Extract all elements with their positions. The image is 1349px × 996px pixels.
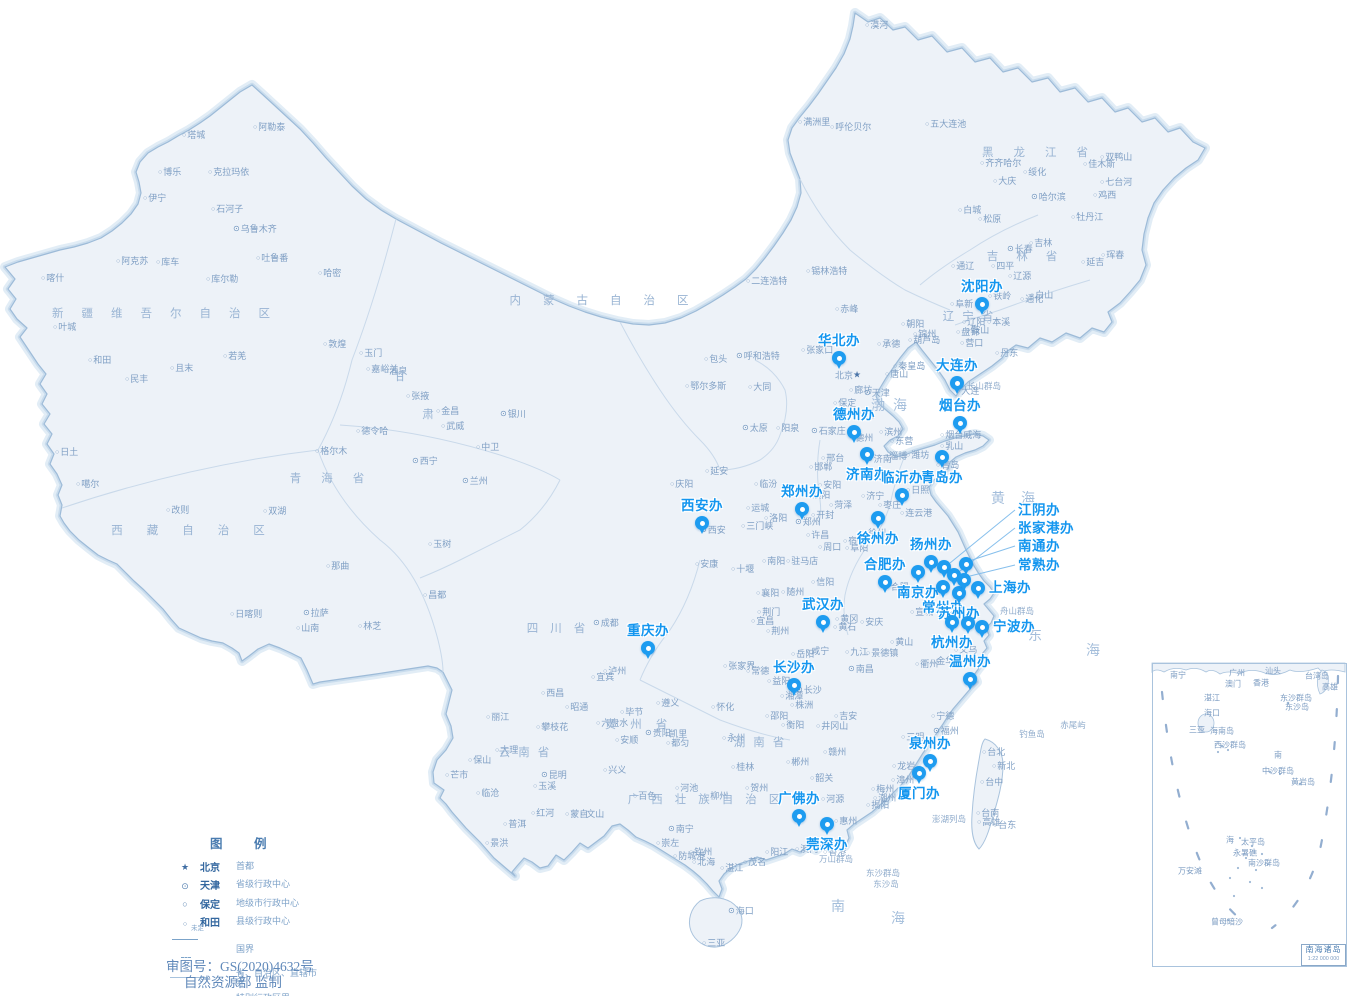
- office-pin-icon[interactable]: [975, 297, 989, 315]
- office-pin-icon[interactable]: [847, 425, 861, 443]
- office-label: 郑州办: [781, 483, 823, 499]
- office-label: 大连办: [936, 357, 978, 373]
- office-pin-icon[interactable]: [792, 809, 806, 827]
- office-pin-icon[interactable]: [832, 351, 846, 369]
- office-label: 烟台办: [939, 397, 981, 413]
- office-label: 扬州办: [910, 536, 952, 552]
- office-pin-icon[interactable]: [816, 615, 830, 633]
- leader-line: [971, 545, 1016, 561]
- office-pin-icon[interactable]: [795, 502, 809, 520]
- office-label: 武汉办: [802, 596, 844, 612]
- office-label: 长沙办: [773, 659, 815, 675]
- office-pin-icon[interactable]: [911, 565, 925, 583]
- office-label: 宁波办: [993, 619, 1035, 634]
- inset-island-dots: [1216, 701, 1302, 922]
- office-label: 青岛办: [921, 470, 963, 485]
- office-pin-icon[interactable]: [959, 557, 973, 575]
- office-pin-icon[interactable]: [950, 376, 964, 394]
- office-pin-icon[interactable]: [860, 447, 874, 465]
- leader-line: [949, 509, 1016, 564]
- leader-line: [969, 564, 1016, 577]
- office-pin-icon[interactable]: [936, 580, 950, 598]
- office-label: 重庆办: [627, 622, 669, 638]
- hainan-island: [688, 897, 743, 948]
- inset-map: [1151, 662, 1346, 930]
- office-label: 徐州办: [857, 531, 899, 546]
- office-label: 临沂办: [881, 469, 923, 485]
- office-pin-icon[interactable]: [961, 616, 975, 634]
- office-pin-icon[interactable]: [695, 516, 709, 534]
- office-pin-icon[interactable]: [957, 573, 971, 591]
- office-pin-icon[interactable]: [878, 575, 892, 593]
- office-pin-icon[interactable]: [871, 511, 885, 529]
- office-label: 华北办: [818, 332, 860, 348]
- office-pin-icon[interactable]: [912, 766, 926, 784]
- office-pin-icon[interactable]: [953, 416, 967, 434]
- office-label: 合肥办: [864, 556, 906, 572]
- office-label: 德州办: [833, 406, 875, 422]
- office-pin-icon[interactable]: [895, 488, 909, 506]
- office-pin-icon[interactable]: [975, 620, 989, 638]
- office-label: 上海办: [989, 580, 1031, 595]
- office-pin-icon[interactable]: [963, 672, 977, 690]
- office-pin-icon[interactable]: [924, 555, 938, 573]
- office-label: 厦门办: [898, 786, 940, 801]
- office-pin-icon[interactable]: [923, 754, 937, 772]
- mainland-shape: [0, 8, 1210, 902]
- office-pin-icon[interactable]: [820, 817, 834, 835]
- office-label: 济南办: [846, 467, 888, 482]
- office-label: 常州办: [922, 600, 964, 615]
- office-label: 沈阳办: [961, 278, 1003, 294]
- office-label: 莞深办: [806, 837, 848, 852]
- office-label: 西安办: [681, 497, 723, 513]
- office-label: 温州办: [949, 653, 991, 669]
- office-pin-icon[interactable]: [945, 615, 959, 633]
- office-pin-icon[interactable]: [935, 450, 949, 468]
- office-pin-icon[interactable]: [971, 581, 985, 599]
- taiwan-island: [971, 738, 1004, 850]
- office-pin-icon[interactable]: [641, 641, 655, 659]
- province-borders: [61, 178, 1091, 741]
- office-label: 广佛办: [778, 790, 820, 806]
- office-label: 南京办: [897, 585, 939, 600]
- office-pin-icon[interactable]: [787, 678, 801, 696]
- office-label: 杭州办: [931, 635, 973, 650]
- office-label: 泉州办: [909, 735, 951, 751]
